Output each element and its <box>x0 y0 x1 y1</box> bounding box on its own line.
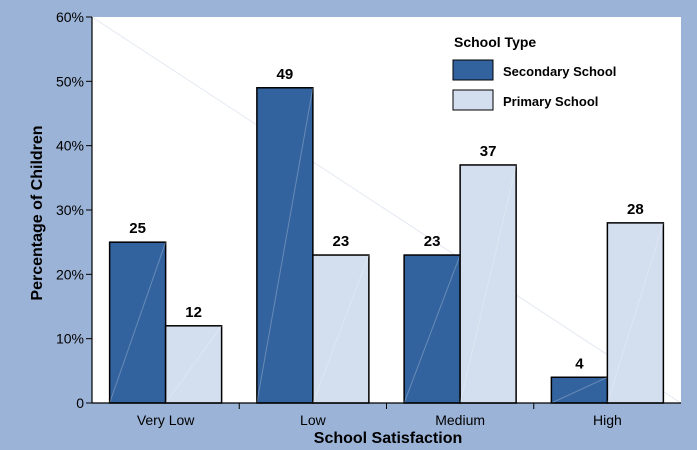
y-tick-label: 60% <box>56 9 84 25</box>
bar-value-label: 49 <box>277 66 294 83</box>
plot-diagonal <box>91 16 682 404</box>
legend-label-primary-school: Primary School <box>503 94 598 109</box>
y-tick-label: 10% <box>56 331 84 347</box>
bar-value-label: 23 <box>424 233 441 250</box>
bar-value-label: 25 <box>129 220 146 237</box>
y-tick-label: 40% <box>56 138 84 154</box>
bar-labels-group: 25 12 49 23 23 37 4 28 <box>129 66 644 372</box>
x-tick-label: Low <box>300 412 327 428</box>
bar-secondary-school <box>256 87 314 404</box>
x-tick-label: Very Low <box>137 412 195 428</box>
bar-sheen <box>256 87 314 404</box>
x-axis-title: School Satisfaction <box>314 430 462 447</box>
y-tick-label: 50% <box>56 73 84 89</box>
y-tick-label: 20% <box>56 266 84 282</box>
bar-sheen <box>312 254 370 404</box>
bars-group <box>108 87 665 404</box>
bar-sheen <box>403 254 461 404</box>
bar-sheen <box>459 164 517 404</box>
bar-primary-school <box>606 222 665 404</box>
y-axis-title: Percentage of Children <box>29 125 46 300</box>
bar-secondary-school <box>108 241 167 404</box>
legend: School Type Secondary School Primary Sch… <box>452 34 616 111</box>
y-axis-ticks: 0 10% 20% 30% 40% 50% 60% <box>56 9 92 411</box>
legend-title: School Type <box>454 34 536 50</box>
bar-value-label: 4 <box>575 355 584 372</box>
bar-sheen <box>606 222 664 404</box>
bar-sheen <box>551 376 608 404</box>
x-tick-label: Medium <box>435 412 485 428</box>
y-tick-label: 0 <box>76 395 84 411</box>
bar-sheen <box>165 325 223 404</box>
bar-value-label: 12 <box>185 304 202 321</box>
bar-value-label: 37 <box>480 143 497 160</box>
y-tick-label: 30% <box>56 202 84 218</box>
x-axis-ticks: Very Low Low Medium High <box>137 403 622 428</box>
x-tick-label: High <box>593 412 622 428</box>
bar-value-label: 28 <box>627 201 644 218</box>
bar-primary-school <box>312 254 370 404</box>
legend-label-secondary-school: Secondary School <box>503 64 616 79</box>
legend-swatch-primary-school <box>452 89 494 111</box>
bar-sheen <box>109 242 167 404</box>
bar-primary-school <box>459 164 517 404</box>
legend-swatch-secondary-school <box>452 59 494 81</box>
bar-secondary-school <box>550 376 609 404</box>
bar-value-label: 23 <box>333 233 350 250</box>
